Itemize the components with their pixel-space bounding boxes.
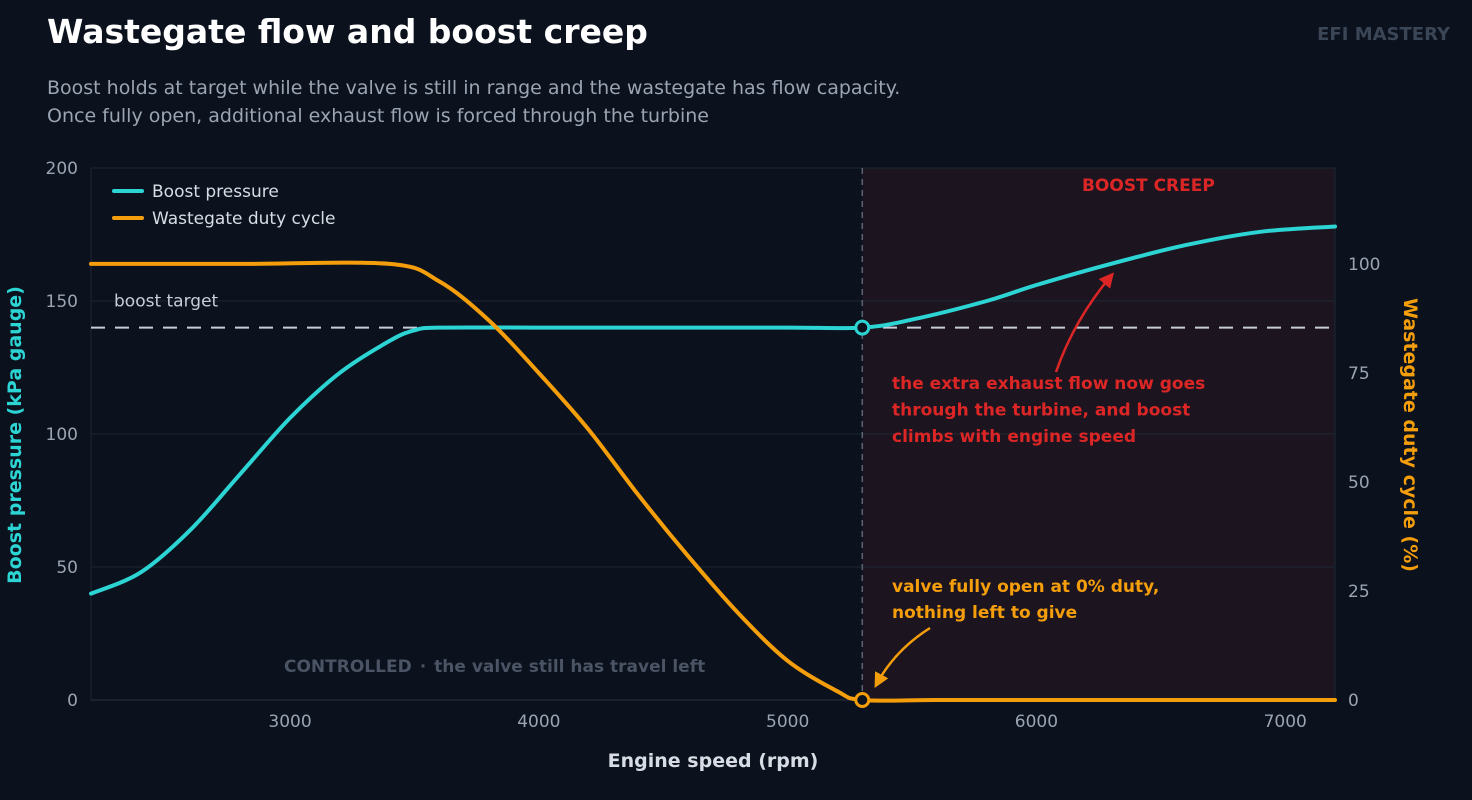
controlled-region-label: CONTROLLED · the valve still has travel le…	[284, 657, 705, 677]
creep-annotation-line: through the turbine, and boost	[892, 401, 1190, 421]
x-tick-label: 6000	[1015, 712, 1058, 732]
y-right-tick-label: 100	[1348, 255, 1380, 275]
valve-annotation-line: nothing left to give	[892, 603, 1077, 623]
x-tick-label: 7000	[1264, 712, 1307, 732]
y-left-tick-label: 0	[67, 691, 78, 711]
legend-label: Boost pressure	[152, 182, 279, 202]
y-right-axis-label: Wastegate duty cycle (%)	[1399, 298, 1421, 572]
duty-zero-marker	[854, 692, 871, 708]
controlled-note: the valve still has travel left	[434, 657, 705, 677]
x-tick-label: 3000	[268, 712, 311, 732]
y-right-tick-label: 50	[1348, 473, 1370, 493]
wastegate-duty-line	[89, 260, 1337, 703]
y-left-tick-label: 100	[46, 425, 78, 445]
y-right-tick-label: 25	[1348, 582, 1370, 602]
y-right-tick-label: 0	[1348, 691, 1359, 711]
y-left-axis-label: Boost pressure (kPa gauge)	[4, 286, 26, 584]
x-tick-label: 4000	[517, 712, 560, 732]
x-tick-label: 5000	[766, 712, 809, 732]
x-axis-label: Engine speed (rpm)	[608, 750, 819, 772]
creep-annotation-line: climbs with engine speed	[892, 427, 1136, 447]
brand-logo-text: EFI MASTERY	[1317, 24, 1450, 45]
boost-creep-label: BOOST CREEP	[1082, 176, 1215, 196]
boost-target-label: boost target	[114, 292, 219, 312]
subtitle-line-2: Once fully open, additional exhaust flow…	[47, 105, 709, 127]
creep-arrow	[1054, 272, 1114, 373]
valve-annotation-line: valve fully open at 0% duty,	[892, 577, 1159, 597]
y-left-tick-label: 150	[46, 292, 78, 312]
subtitle-line-1: Boost holds at target while the valve is…	[47, 77, 901, 99]
chart-title: Wastegate flow and boost creep	[47, 12, 648, 51]
chart-subtitle: Boost holds at target while the valve is…	[47, 74, 900, 130]
y-right-tick-label: 75	[1348, 364, 1370, 384]
boost-transition-marker	[854, 319, 871, 336]
legend-label: Wastegate duty cycle	[152, 209, 336, 229]
y-left-tick-label: 50	[56, 558, 78, 578]
controlled-separator: ·	[420, 657, 426, 677]
controlled-label: CONTROLLED	[284, 657, 412, 677]
boost-pressure-line	[89, 224, 1337, 596]
valve-arrow	[874, 626, 931, 688]
creep-annotation-line: the extra exhaust flow now goes	[892, 374, 1205, 394]
y-left-tick-label: 200	[46, 159, 78, 179]
